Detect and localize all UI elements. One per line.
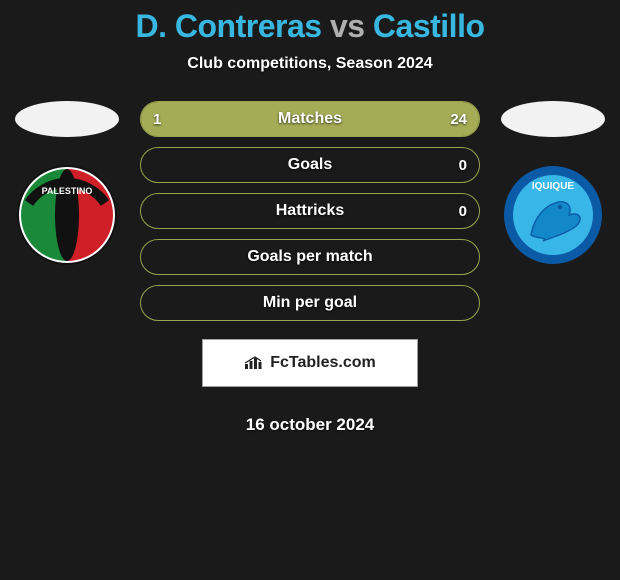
brand-box: FcTables.com xyxy=(202,339,418,387)
stat-label: Goals xyxy=(141,148,479,182)
player1-name: D. Contreras xyxy=(136,8,322,44)
country-flag-left xyxy=(15,101,119,137)
date-label: 16 october 2024 xyxy=(140,415,480,435)
subtitle: Club competitions, Season 2024 xyxy=(0,55,620,73)
brand-label: FcTables.com xyxy=(270,354,376,372)
stats-column: 1 Matches 24 Goals 0 Hattricks 0 xyxy=(140,101,480,435)
right-side: IQUIQUE xyxy=(498,101,608,265)
stat-row-goals: Goals 0 xyxy=(140,147,480,183)
stat-value-right: 0 xyxy=(459,194,467,228)
country-flag-right xyxy=(501,101,605,137)
stat-label: Hattricks xyxy=(141,194,479,228)
club-crest-left: PALESTINO xyxy=(17,165,117,265)
stat-label: Matches xyxy=(141,102,479,136)
club-crest-right: IQUIQUE xyxy=(503,165,603,265)
comparison-card: D. Contreras vs Castillo Club competitio… xyxy=(0,0,620,435)
player2-name: Castillo xyxy=(373,8,485,44)
stat-label: Min per goal xyxy=(141,286,479,320)
stat-row-hattricks: Hattricks 0 xyxy=(140,193,480,229)
stat-row-goals-per-match: Goals per match xyxy=(140,239,480,275)
stat-value-right: 24 xyxy=(450,102,467,136)
stat-row-matches: 1 Matches 24 xyxy=(140,101,480,137)
bar-chart-icon xyxy=(244,356,264,370)
page-title: D. Contreras vs Castillo xyxy=(0,8,620,45)
content-row: PALESTINO 1 Matches 24 Goals 0 xyxy=(0,101,620,435)
svg-text:PALESTINO: PALESTINO xyxy=(42,186,93,196)
iquique-crest-icon: IQUIQUE xyxy=(503,165,603,265)
stat-label: Goals per match xyxy=(141,240,479,274)
stat-value-right: 0 xyxy=(459,148,467,182)
svg-text:IQUIQUE: IQUIQUE xyxy=(532,181,575,192)
vs-label: vs xyxy=(330,8,365,44)
stat-row-min-per-goal: Min per goal xyxy=(140,285,480,321)
left-side: PALESTINO xyxy=(12,101,122,265)
palestino-crest-icon: PALESTINO xyxy=(17,165,117,265)
